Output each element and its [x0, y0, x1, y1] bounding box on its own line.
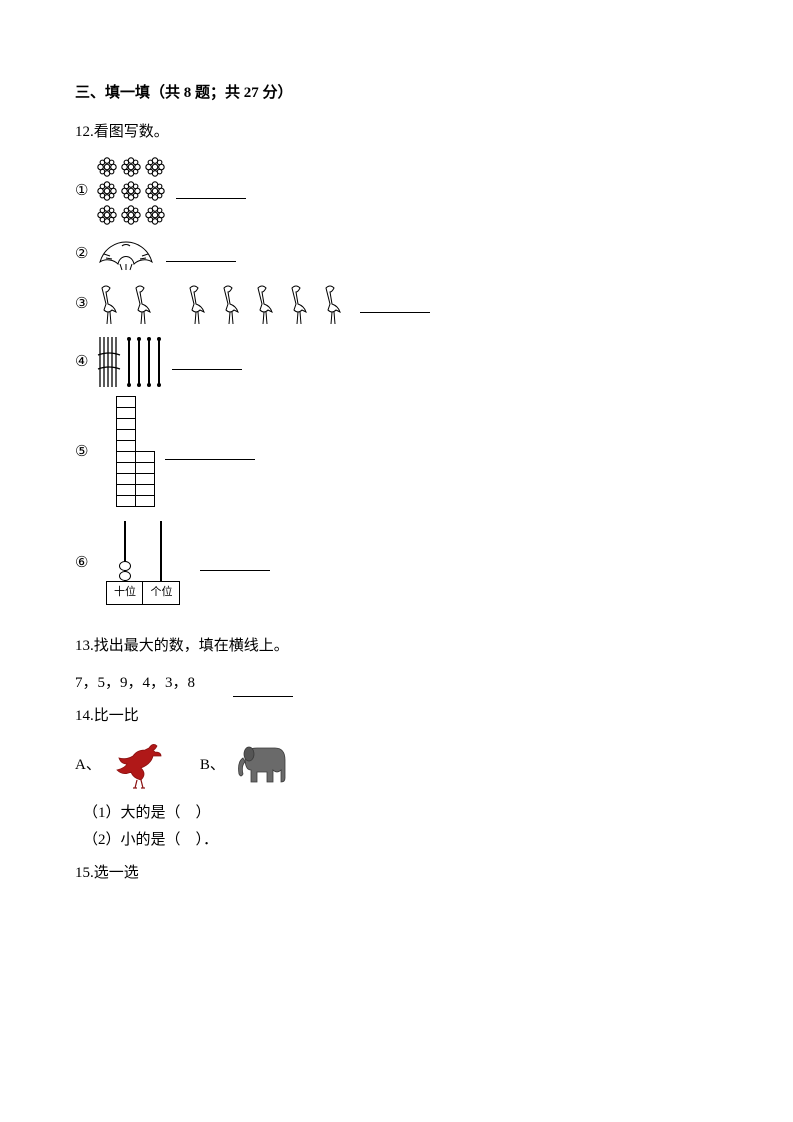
q13-prompt: 13.找出最大的数，填在横线上。: [75, 633, 718, 660]
q12-item4: ④: [75, 335, 718, 389]
pole-tens: [124, 521, 126, 581]
q15-prompt: 15.选一选: [75, 860, 718, 887]
circle-6: ⑥: [75, 550, 88, 577]
blank-6[interactable]: [200, 555, 270, 571]
q12-item6: ⑥ 十位 个位: [75, 521, 718, 605]
crane-icon: [252, 282, 282, 327]
crane-icon: [286, 282, 316, 327]
stick-icon: [156, 337, 162, 387]
q13-numbers-row: 7，5，9，4，3，8: [75, 670, 718, 697]
q13-numbers: 7，5，9，4，3，8: [75, 675, 195, 691]
elephant-icon: [235, 740, 290, 790]
flower-icon: [120, 180, 142, 202]
q14-optA-label: A、: [75, 752, 101, 779]
q14-sub1: （1）大的是（ ）: [83, 800, 718, 827]
blank-3[interactable]: [360, 297, 430, 313]
crane-icon: [184, 282, 214, 327]
flower-icon: [96, 156, 118, 178]
flower-icon: [96, 204, 118, 226]
flower-icon: [120, 156, 142, 178]
flower-icon: [144, 180, 166, 202]
circle-3: ③: [75, 291, 88, 318]
flower-icon: [96, 180, 118, 202]
abacus-label-ones: 个位: [143, 582, 179, 604]
pole-ones: [160, 521, 162, 581]
stick-bundle-icon: [96, 335, 122, 389]
q14-prompt: 14.比一比: [75, 703, 718, 730]
eagle-icon: [96, 234, 156, 274]
blank-2[interactable]: [166, 246, 236, 262]
q14-options: A、 B、: [75, 740, 718, 790]
crane-icon: [320, 282, 350, 327]
q12-item3: ③: [75, 282, 718, 327]
sticks-group: [96, 335, 162, 389]
q12-item1: ①: [75, 156, 718, 226]
stick-icon: [146, 337, 152, 387]
blank-q13[interactable]: [233, 681, 293, 697]
cranes-group: [96, 282, 350, 327]
section-header: 三、填一填（共 8 题；共 27 分）: [75, 80, 718, 107]
circle-5: ⑤: [75, 439, 88, 466]
stack-extra: [135, 452, 155, 507]
stack-ten: [116, 397, 136, 507]
blank-5[interactable]: [165, 444, 255, 460]
blocks-group: [116, 397, 155, 507]
blank-1[interactable]: [176, 183, 246, 199]
q12-prompt: 12.看图写数。: [75, 119, 718, 146]
flower-icon: [144, 156, 166, 178]
q12-item2: ②: [75, 234, 718, 274]
stick-icon: [136, 337, 142, 387]
q14-sub2: （2）小的是（ ）．: [83, 827, 718, 854]
abacus-group: 十位 个位: [106, 521, 180, 605]
flowers-grid: [96, 156, 166, 226]
circle-4: ④: [75, 349, 88, 376]
circle-2: ②: [75, 241, 88, 268]
crane-icon: [218, 282, 248, 327]
crane-icon: [130, 282, 160, 327]
q12-item5: ⑤: [75, 397, 718, 507]
abacus-label-tens: 十位: [107, 582, 143, 604]
flower-icon: [144, 204, 166, 226]
blank-4[interactable]: [172, 354, 242, 370]
q14-optB-label: B、: [200, 752, 225, 779]
circle-1: ①: [75, 178, 88, 205]
flower-icon: [120, 204, 142, 226]
crane-icon: [96, 282, 126, 327]
abacus-base: 十位 个位: [106, 581, 180, 605]
rooster-icon: [111, 740, 166, 790]
stick-icon: [126, 337, 132, 387]
